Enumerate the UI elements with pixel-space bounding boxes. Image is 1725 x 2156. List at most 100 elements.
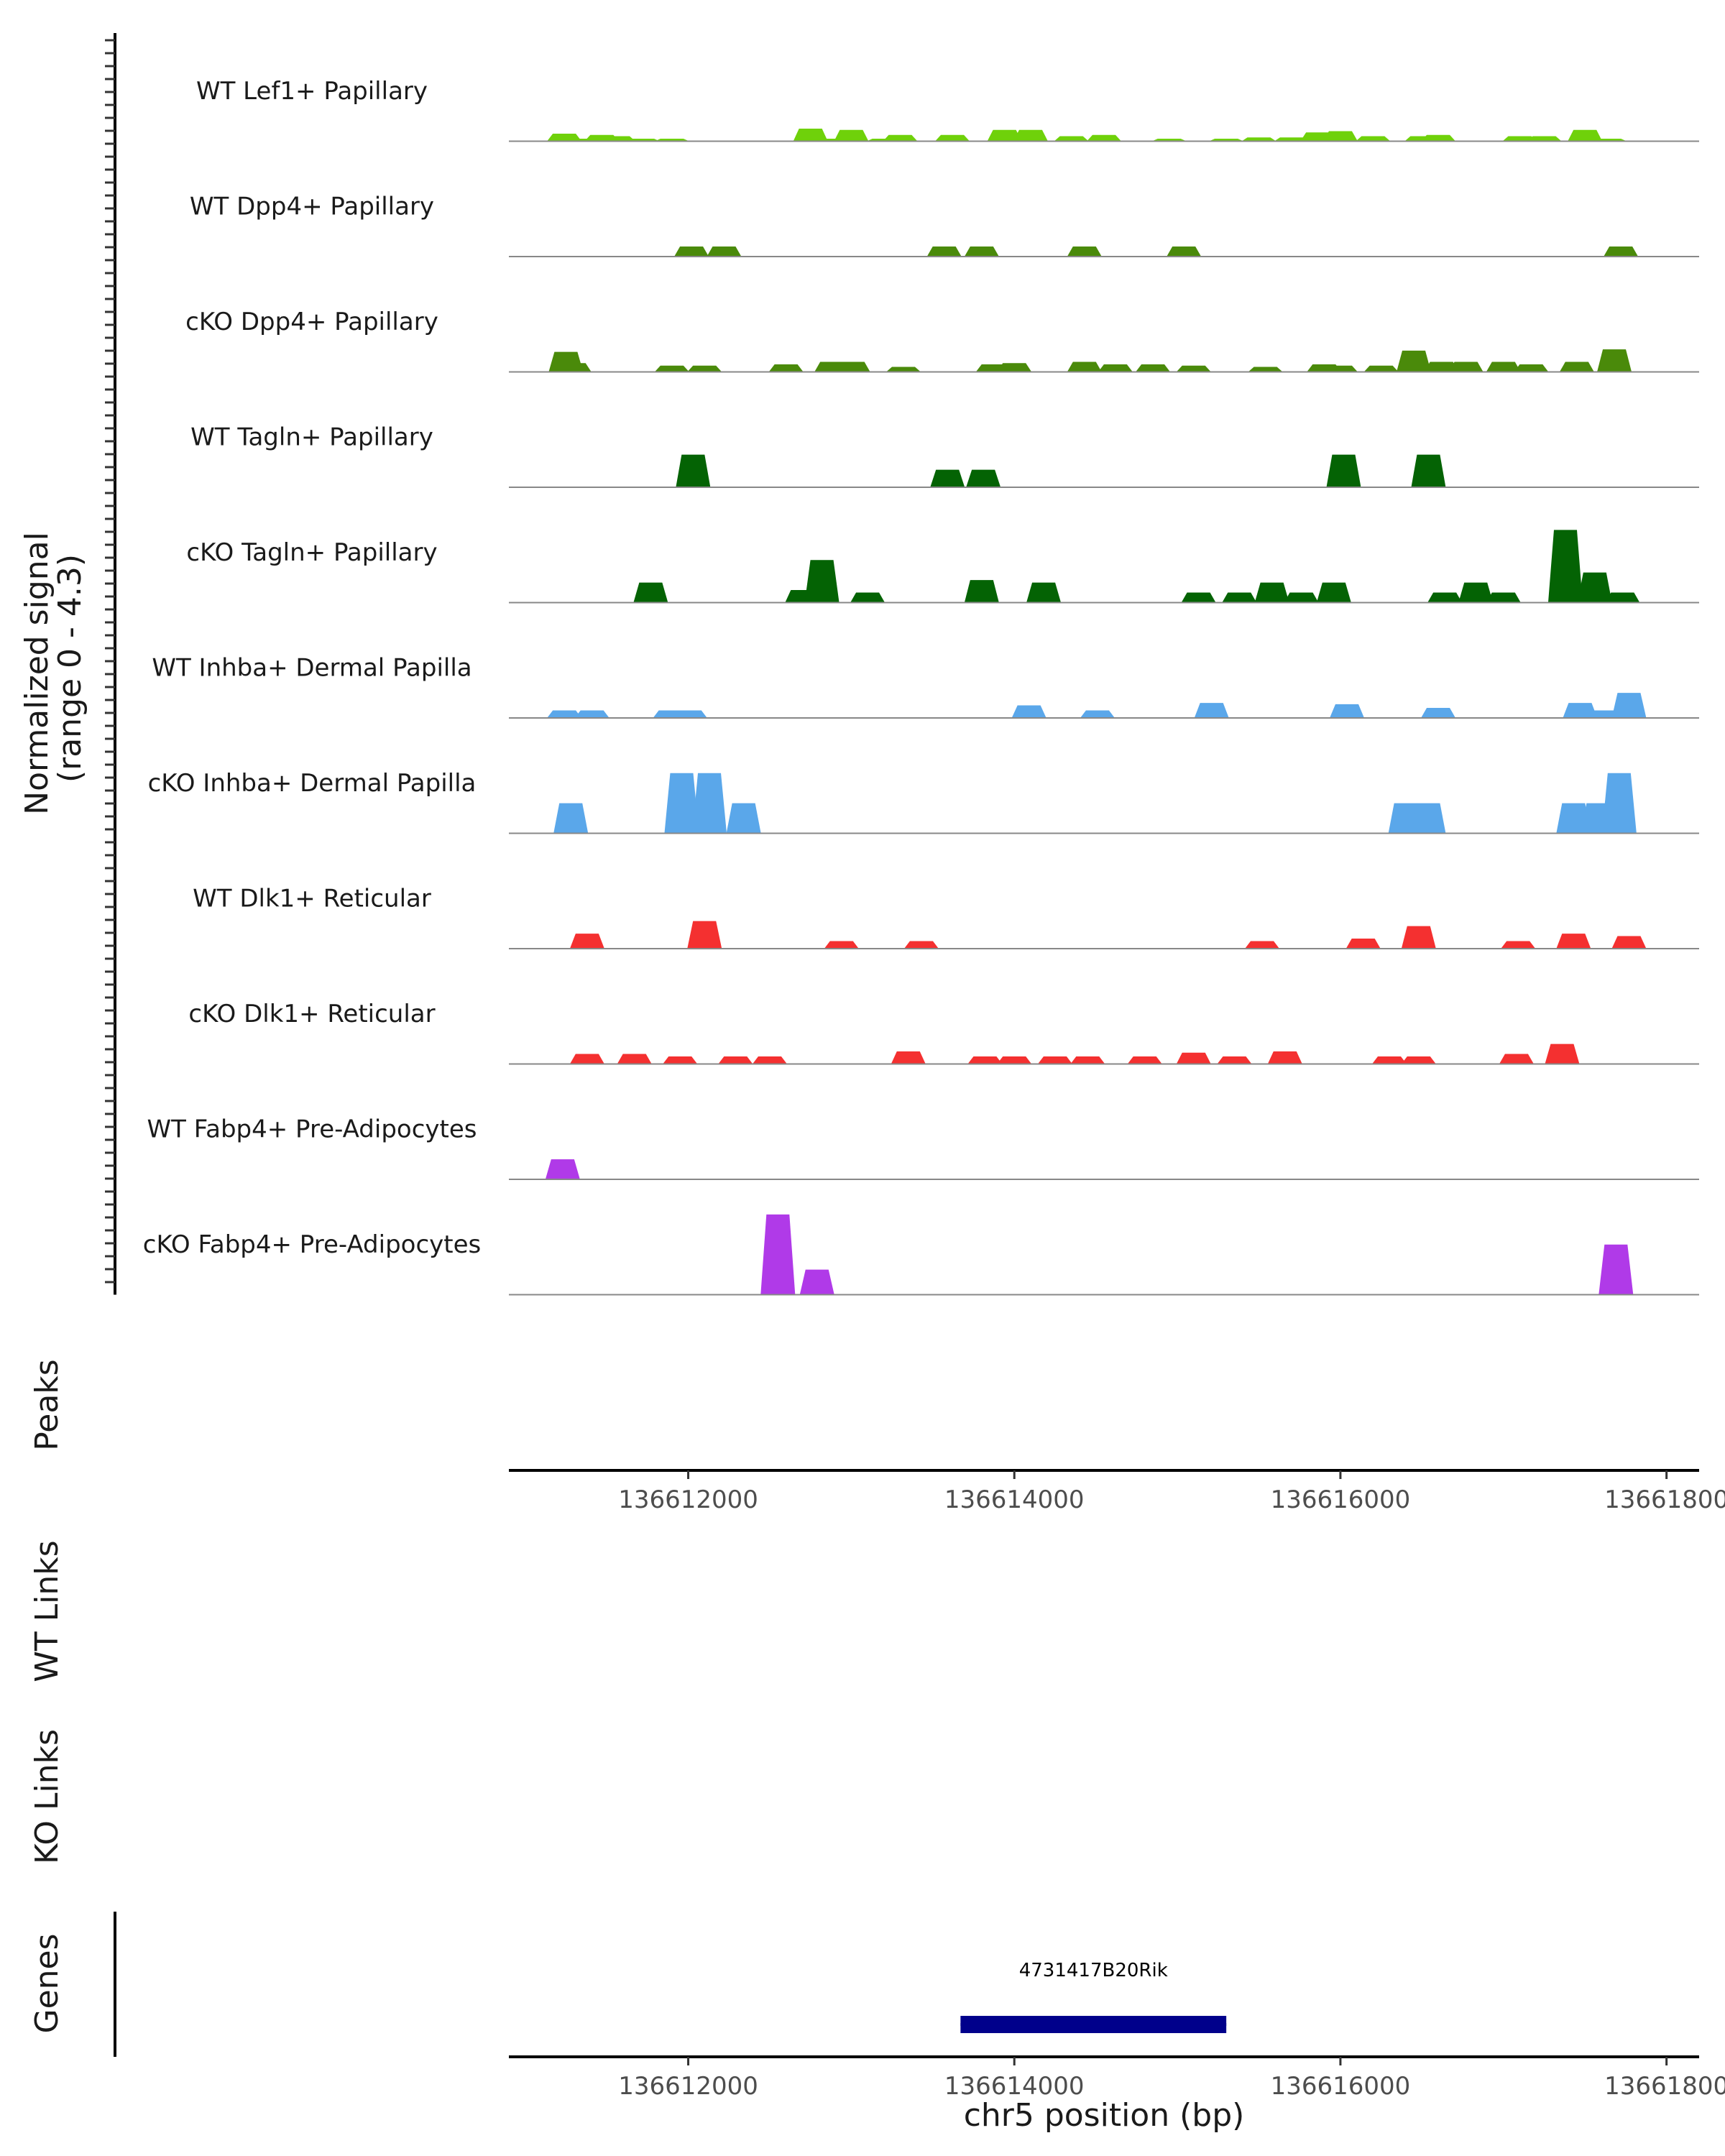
signal-peak [692,773,727,834]
signal-peak [1597,349,1632,372]
signal-peak [1421,134,1456,142]
track-label: cKO Dlk1+ Reticular [188,1000,435,1028]
signal-peak [1274,137,1309,142]
track: WT Inhba+ Dermal Papilla [152,654,1699,719]
track-label: WT Fabp4+ Pre-Adipocytes [147,1115,477,1144]
signal-peak [1217,1056,1252,1064]
signal-peak [1054,136,1089,142]
signal-peak [1026,582,1062,603]
signal-peak [799,1269,834,1295]
track-label: WT Dpp4+ Papillary [190,193,434,221]
signal-peak [891,1051,926,1064]
signal-peak [1098,364,1133,372]
signal-peak [1411,803,1446,834]
signal-peak [804,560,840,603]
signal-peak [1527,136,1562,142]
signal-peak [1601,773,1637,834]
signal-peak [835,361,870,372]
signal-peak [1547,530,1583,603]
signal-peak [718,1056,753,1064]
signal-peak [1411,454,1446,487]
track-label: WT Lef1+ Papillary [196,77,428,106]
signal-peak [1245,941,1280,949]
signal-peak [1181,592,1216,603]
signal-peak [1248,367,1283,372]
signal-peak [1080,710,1115,718]
signal-peak [1136,364,1171,372]
signal-peak [1501,941,1536,949]
x-tick-label: 136614000 [944,2072,1085,2101]
track: WT Dpp4+ Papillary [190,193,1699,257]
signal-peak [1322,365,1358,372]
signal-peak [1448,361,1484,372]
signal-peak [964,247,999,257]
signal-peak [883,134,918,142]
signal-peak [1604,247,1639,257]
track-label: cKO Dpp4+ Papillary [185,308,438,336]
signal-peak [793,129,828,142]
y-axis-title-line1: Normalized signal [19,532,55,815]
signal-peak [672,710,707,718]
x-tick-label: 13661800 [1604,1485,1725,1514]
signal-peak [1087,134,1121,142]
signal-peak [1598,1244,1634,1295]
gene-label: 4731417B20Rik [1019,1960,1168,1981]
x-tick-label: 136614000 [944,1485,1085,1514]
signal-peak [834,129,869,142]
signal-peak [1556,803,1591,834]
signal-peak [1611,693,1647,718]
x-tick-label: 136612000 [618,1485,758,1514]
track-label: cKO Inhba+ Dermal Papilla [148,769,477,798]
track: cKO Dpp4+ Papillary [185,308,1699,373]
signal-peak [1194,703,1229,718]
track-label: cKO Tagln+ Papillary [186,538,437,567]
signal-peak [1316,582,1351,603]
signal-peak [1486,361,1521,372]
signal-peak [1326,454,1361,487]
signal-peak [752,1056,787,1064]
track: WT Dlk1+ Reticular [193,885,1699,949]
signal-peak [967,1056,1003,1064]
signal-peak [1067,361,1102,372]
track-label: WT Tagln+ Papillary [190,423,433,452]
signal-peak [707,247,742,257]
signal-peak [926,247,962,257]
signal-peak [1556,934,1591,949]
signal-peak [1371,1056,1407,1064]
peaks-x-axis: 136612000 136614000 136616000 13661800 [509,1469,1725,1514]
x-tick-label: 136616000 [1271,2072,1411,2101]
signal-peak [617,1054,652,1064]
signal-peak [1611,936,1647,949]
signal-peak [1322,131,1358,142]
track: WT Lef1+ Papillary [196,77,1699,142]
signal-peak [1401,926,1436,949]
signal-peak [1424,361,1459,372]
signal-peak [1356,136,1391,142]
track: WT Fabp4+ Pre-Adipocytes [147,1115,1699,1180]
genes-x-axis: 136612000 136614000 136616000 13661800 [509,2055,1725,2101]
peaks-panel-label: Peaks [29,1359,65,1450]
signal-peak [997,363,1032,372]
signal-peak [930,469,965,487]
x-tick-label: 136612000 [618,2072,758,2101]
signal-peak [600,136,635,142]
coverage-tracks: WT Lef1+ Papillary WT Dpp4+ Papillary cKO … [143,77,1699,1296]
signal-peak [545,1159,580,1179]
track: cKO Tagln+ Papillary [186,530,1699,604]
track-label: cKO Fabp4+ Pre-Adipocytes [143,1230,482,1259]
signal-peak [726,803,761,834]
gene-annotations: 4731417B20Rik [960,1960,1227,2033]
coverage-y-axis [105,33,116,1295]
ko-links-panel-label: KO Links [29,1729,65,1864]
signal-peak [654,365,689,372]
signal-peak [1563,703,1598,718]
signal-peak [987,129,1022,142]
signal-peak [553,803,589,834]
signal-peak [903,941,939,949]
signal-peak [1176,365,1211,372]
signal-peak [1330,704,1365,718]
signal-peak [1559,361,1594,372]
signal-peak [966,469,1001,487]
signal-peak [1363,365,1399,372]
